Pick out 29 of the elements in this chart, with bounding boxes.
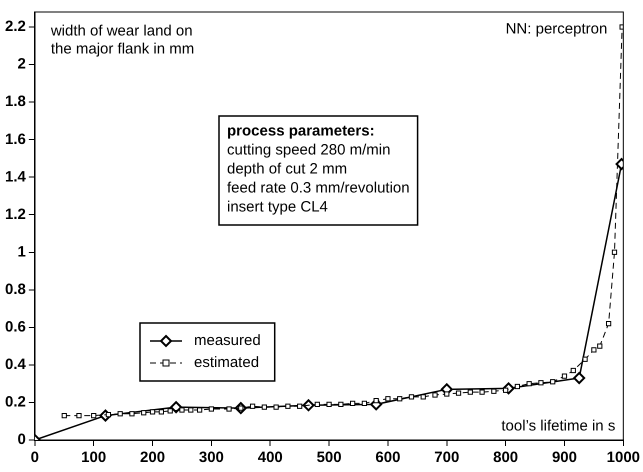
y-tick-label: 0.2 — [4, 394, 26, 411]
x-tick-label: 600 — [375, 449, 400, 466]
y-tick-label: 1.2 — [4, 206, 26, 223]
x-axis-title: tool’s lifetime in s — [501, 418, 616, 435]
y-tick-label: 1 — [18, 243, 26, 260]
y-tick-label: 0.4 — [4, 356, 26, 374]
y-tick-label: 0 — [18, 431, 26, 448]
y-tick-label: 0.8 — [4, 280, 26, 298]
y-tick-label: 1.8 — [4, 93, 26, 110]
x-tick-label: 500 — [316, 449, 342, 466]
x-tick-label: 200 — [140, 449, 166, 466]
legend-label: estimated — [194, 354, 260, 372]
y-tick-label: 1.4 — [4, 168, 26, 186]
legend-label: measured — [194, 332, 261, 350]
y-tick-label: 2.2 — [4, 18, 26, 36]
y-tick-label: 0.6 — [4, 318, 26, 336]
y-axis-title: width of wear land on the major flank in mm — [50, 22, 194, 58]
x-tick-label: 900 — [552, 449, 577, 466]
annotation: NN: perceptron — [506, 20, 608, 38]
x-tick-label: 100 — [81, 449, 106, 466]
x-tick-label: 800 — [493, 449, 518, 466]
annotation: process parameters: cutting speed 280 m/min depth of cut 2 mm feed rate 0.3 mm/revolution insert type CL4 — [227, 122, 410, 216]
y-tick-label: 2 — [18, 56, 26, 73]
x-tick-label: 0 — [30, 449, 40, 466]
x-tick-label: 700 — [434, 449, 460, 466]
y-tick-label: 1.6 — [4, 130, 26, 148]
x-tick-label: 1000 — [606, 449, 640, 466]
x-tick-label: 300 — [198, 449, 224, 466]
x-tick-label: 400 — [258, 449, 283, 466]
